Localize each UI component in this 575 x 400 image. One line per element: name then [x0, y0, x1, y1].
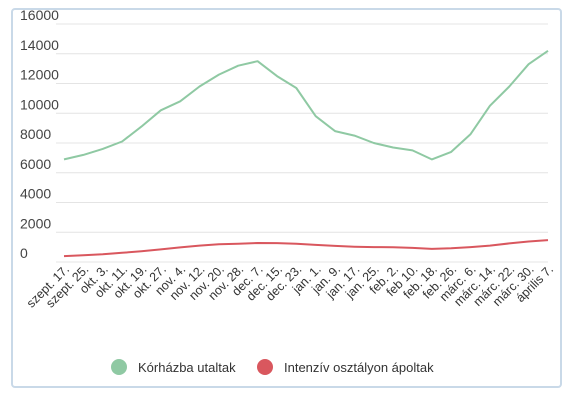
grid-lines: [56, 23, 548, 263]
legend-label-hospitalized[interactable]: Kórházba utaltak: [138, 360, 236, 375]
y-tick-label: 6000: [20, 156, 51, 172]
y-tick-label: 14000: [20, 37, 59, 53]
y-axis-ticks: 0 2000 4000 6000 8000 10000 12000 14000 16000: [20, 7, 59, 261]
y-tick-label: 8000: [20, 126, 51, 142]
y-tick-label: 0: [20, 245, 28, 261]
legend-swatch-hospitalized[interactable]: [111, 359, 127, 375]
series-line-intensive: [63, 239, 549, 258]
series-line-hospitalized: [63, 49, 549, 161]
y-tick-label: 2000: [20, 215, 51, 231]
y-tick-label: 16000: [20, 7, 59, 23]
x-axis-ticks: szept. 17.szept. 25.okt. 3.okt. 11.okt. …: [24, 262, 556, 310]
legend: Kórházba utaltak Intenzív osztályon ápol…: [111, 359, 434, 375]
legend-label-intensive[interactable]: Intenzív osztályon ápoltak: [284, 360, 434, 375]
legend-swatch-intensive[interactable]: [257, 359, 273, 375]
y-tick-label: 4000: [20, 186, 51, 202]
series-lines: [63, 49, 549, 258]
y-tick-label: 10000: [20, 96, 59, 112]
y-tick-label: 12000: [20, 67, 59, 83]
chart-card: [11, 8, 562, 388]
